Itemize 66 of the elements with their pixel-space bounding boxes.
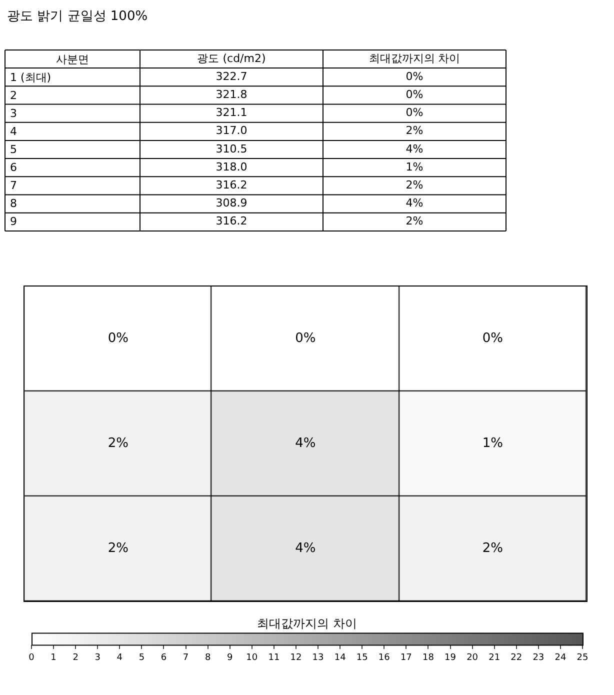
color-bar-label: 19 bbox=[444, 653, 456, 663]
data-label: 0% bbox=[406, 70, 424, 83]
color-bar-label: 9 bbox=[226, 653, 233, 663]
x-tick-label: 광도 (cd/m2) bbox=[197, 52, 266, 65]
color-bar-label: 7 bbox=[182, 653, 189, 663]
color-bar-label: 5 bbox=[138, 653, 145, 663]
data-label: 321.1 bbox=[216, 106, 248, 120]
color-bar-label: 3 bbox=[94, 653, 100, 663]
data-label: 4% bbox=[295, 436, 316, 452]
color-bar-label: 22 bbox=[510, 653, 522, 663]
y-tick-label: 5 bbox=[10, 143, 17, 156]
data-label: 4% bbox=[295, 540, 316, 556]
color-bar-label: 21 bbox=[488, 653, 500, 663]
color-bar-label: 10 bbox=[246, 653, 258, 663]
data-label: 2% bbox=[406, 214, 424, 228]
color-bar-label: 14 bbox=[334, 653, 346, 663]
color-bar-label: 16 bbox=[378, 653, 390, 663]
color-bar-label: 6 bbox=[160, 653, 167, 663]
data-label: 1% bbox=[482, 436, 504, 452]
color-bar-label: 2 bbox=[72, 653, 78, 663]
y-tick-label: 6 bbox=[10, 161, 17, 174]
data-label: 308.9 bbox=[216, 196, 248, 210]
color-bar-label: 13 bbox=[312, 653, 324, 663]
color-bar-label: 25 bbox=[576, 653, 588, 663]
data-label: 318.0 bbox=[216, 160, 248, 174]
data-label: 1% bbox=[406, 160, 424, 174]
color-bar-label: 18 bbox=[422, 653, 434, 663]
y-tick-label: 9 bbox=[10, 215, 17, 228]
color-bar-label: 23 bbox=[532, 653, 544, 663]
data-label: 4% bbox=[406, 142, 424, 156]
data-label: 310.5 bbox=[216, 142, 248, 156]
color-bar-label: 12 bbox=[290, 653, 302, 663]
data-label: 321.8 bbox=[216, 88, 248, 101]
color-bar-label: 1 bbox=[50, 653, 56, 663]
color-bar-title: 최대값까지의 차이 bbox=[257, 616, 357, 631]
color-bar-label: 4 bbox=[116, 653, 123, 663]
color-bar-label: 15 bbox=[356, 653, 368, 663]
y-tick-label: 3 bbox=[10, 107, 17, 120]
y-tick-label: 4 bbox=[10, 125, 17, 138]
data-label: 316.2 bbox=[216, 178, 248, 192]
data-label: 0% bbox=[108, 331, 129, 346]
data-label: 2% bbox=[108, 436, 129, 452]
y-tick-label: 7 bbox=[10, 179, 17, 192]
y-tick-label: 1 (최대) bbox=[10, 71, 52, 84]
y-tick-label: 2 bbox=[10, 89, 17, 102]
data-label: 0% bbox=[406, 106, 424, 120]
data-label: 0% bbox=[482, 331, 504, 346]
color-bar-label: 8 bbox=[204, 653, 211, 663]
color-bar-label: 17 bbox=[400, 653, 412, 663]
data-label: 317.0 bbox=[216, 124, 248, 138]
color-bar-label: 20 bbox=[466, 653, 478, 663]
data-label: 2% bbox=[406, 124, 424, 138]
data-label: 2% bbox=[482, 540, 504, 556]
y-tick-label: 8 bbox=[10, 197, 17, 210]
data-label: 0% bbox=[295, 331, 316, 346]
color-bar-label: 0 bbox=[28, 653, 35, 663]
data-label: 2% bbox=[108, 540, 129, 556]
data-label: 0% bbox=[406, 88, 424, 101]
color-bar-label: 11 bbox=[268, 653, 280, 663]
data-label: 4% bbox=[406, 196, 424, 210]
data-label: 322.7 bbox=[216, 70, 248, 83]
data-label: 2% bbox=[406, 178, 424, 192]
data-label: 316.2 bbox=[216, 214, 248, 228]
y-axis-title: 사분면 bbox=[56, 53, 89, 66]
chart-title: 광도 밝기 균일성 100% bbox=[7, 9, 148, 24]
color-bar-label: 24 bbox=[554, 653, 566, 663]
